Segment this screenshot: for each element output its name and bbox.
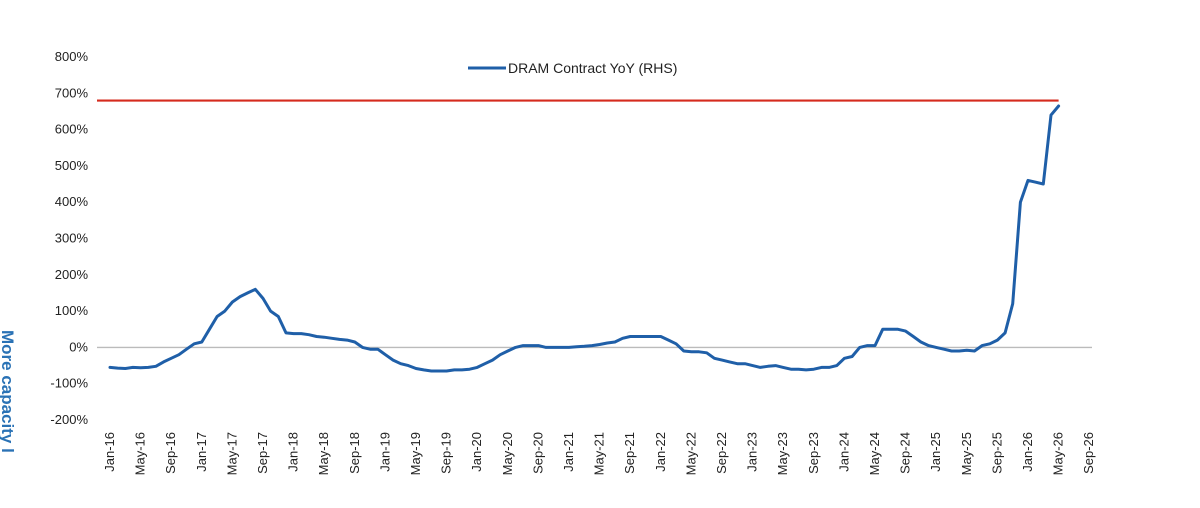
x-tick-label: Jan-20 [469,432,484,472]
x-tick-label: May-21 [592,432,607,475]
y-tick-label: -200% [50,412,88,427]
y-tick-label: 600% [55,122,89,137]
x-tick-label: May-25 [959,432,974,475]
x-tick-label: Jan-18 [286,432,301,472]
x-tick-label: May-24 [867,432,882,475]
legend: DRAM Contract YoY (RHS) [468,60,677,76]
x-tick-label: Jan-21 [561,432,576,472]
x-tick-label: May-23 [775,432,790,475]
x-tick-label: Sep-19 [439,432,454,474]
x-tick-label: Sep-26 [1081,432,1096,474]
side-axis-label: More capacity l [0,330,17,453]
x-tick-label: May-18 [316,432,331,475]
y-tick-label: 400% [55,194,89,209]
x-tick-label: Sep-25 [989,432,1004,474]
x-tick-label: Jan-26 [1020,432,1035,472]
y-tick-label: 300% [55,231,89,246]
y-tick-label: 0% [69,339,88,354]
x-tick-label: Sep-18 [347,432,362,474]
x-tick-label: Sep-17 [255,432,270,474]
y-tick-label: 800% [55,49,89,64]
x-tick-label: Sep-22 [714,432,729,474]
y-tick-label: 500% [55,158,89,173]
x-tick-label: Sep-21 [622,432,637,474]
x-axis: Jan-16 May-16 Sep-16 Jan-17 May-17 Sep-17 Jan-… [102,432,1096,475]
y-tick-label: 100% [55,303,89,318]
x-tick-label: Sep-24 [898,432,913,474]
x-tick-label: May-26 [1051,432,1066,475]
x-tick-label: May-16 [133,432,148,475]
reference-lines [97,99,1092,349]
x-tick-label: Jan-22 [653,432,668,472]
x-tick-label: Jan-23 [745,432,760,472]
y-tick-label: -100% [50,376,88,391]
x-tick-label: May-17 [224,432,239,475]
x-tick-label: Sep-20 [530,432,545,474]
series-line-dram-contract-yoy [108,104,1061,373]
x-tick-label: Sep-16 [163,432,178,474]
y-tick-label: 700% [55,85,89,100]
x-tick-label: May-20 [500,432,515,475]
x-tick-label: May-19 [408,432,423,475]
x-tick-label: Jan-19 [377,432,392,472]
x-tick-label: Jan-25 [928,432,943,472]
x-tick-label: May-22 [683,432,698,475]
x-tick-label: Jan-17 [194,432,209,472]
x-tick-label: Sep-23 [806,432,821,474]
x-tick-label: Jan-24 [836,432,851,472]
y-tick-label: 200% [55,267,89,282]
y-axis: 800% 700% 600% 500% 400% 300% 200% 100% 0% -100% -… [50,49,88,427]
series-layer [108,104,1061,373]
x-tick-label: Jan-16 [102,432,117,472]
legend-label: DRAM Contract YoY (RHS) [508,60,677,76]
